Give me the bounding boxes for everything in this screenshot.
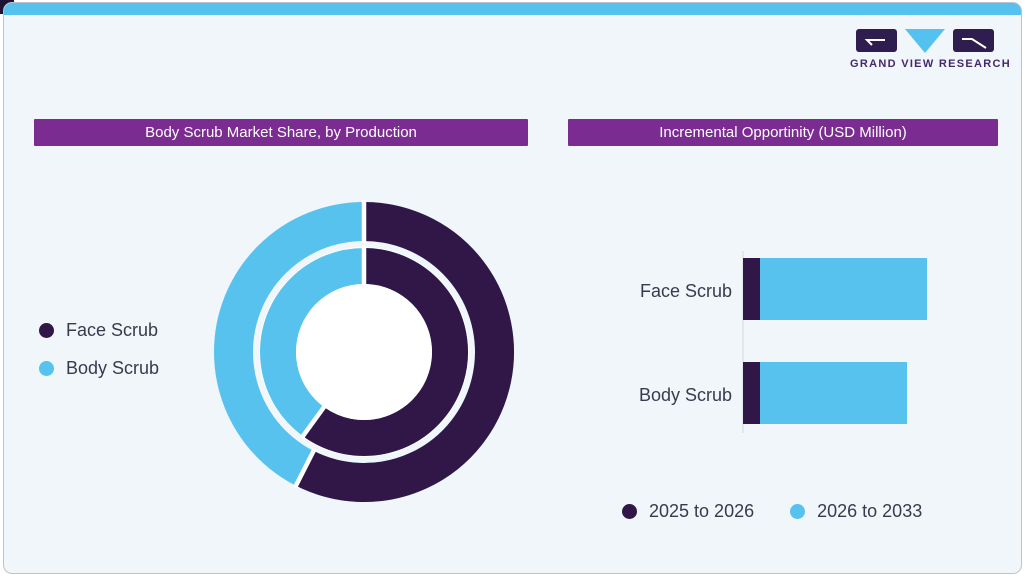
legend-dot-2026-2033	[790, 504, 806, 519]
market-share-donut-chart	[209, 197, 519, 507]
legend-item-face-scrub: Face Scrub	[39, 320, 159, 341]
donut-outer-ring-separator-end	[292, 448, 317, 489]
report-card: GRAND VIEW RESEARCH Body Scrub Market Sh…	[3, 2, 1022, 574]
legend-item-body-scrub: Body Scrub	[39, 358, 159, 379]
donut-outer-ring-face-scrub-segment	[295, 202, 514, 502]
grand-view-research-logo: GRAND VIEW RESEARCH	[850, 29, 1011, 70]
legend-label-2025-2026: 2025 to 2026	[649, 501, 755, 521]
donut-legend: Face Scrub Body Scrub	[39, 320, 159, 396]
logo-marks	[850, 29, 1000, 53]
legend-item-2026-2033: 2026 to 2033	[790, 501, 922, 522]
legend-dot-face-scrub	[39, 323, 54, 338]
top-accent-bar	[4, 3, 1021, 15]
logo-g-block-icon	[856, 29, 897, 52]
bar-category-label-body-scrub: Body Scrub	[638, 385, 732, 405]
legend-dot-2025-2026	[622, 504, 637, 519]
legend-label-2026-2033: 2026 to 2033	[817, 501, 923, 521]
bar-category-label-face-scrub: Face Scrub	[639, 281, 732, 301]
legend-label-body-scrub: Body Scrub	[66, 358, 160, 378]
donut-center-hole	[296, 284, 432, 420]
donut-inner-ring-face-scrub-segment	[302, 248, 468, 456]
bar-row-face-scrub	[743, 258, 927, 320]
bar-chart-axis-line	[742, 251, 744, 433]
logo-r-block-icon	[953, 29, 994, 52]
legend-dot-body-scrub	[39, 361, 54, 376]
bar-segment-body-scrub-2026-to-2033	[760, 362, 907, 424]
left-chart-title: Body Scrub Market Share, by Production	[34, 119, 528, 146]
bar-row-body-scrub	[743, 362, 907, 424]
donut-inner-ring-separator-end	[299, 404, 328, 440]
logo-wordmark: GRAND VIEW RESEARCH	[850, 58, 1011, 70]
logo-v-triangle-icon	[905, 29, 945, 53]
bar-segment-face-scrub-2025-to-2026	[743, 258, 760, 320]
bar-segment-face-scrub-2026-to-2033	[760, 258, 927, 320]
bar-chart-legend: 2025 to 2026 2026 to 2033	[622, 501, 922, 522]
bar-segment-body-scrub-2025-to-2026	[743, 362, 760, 424]
legend-item-2025-2026: 2025 to 2026	[622, 501, 754, 522]
legend-label-face-scrub: Face Scrub	[66, 320, 159, 340]
right-chart-title: Incremental Opportinity (USD Million)	[568, 119, 998, 146]
